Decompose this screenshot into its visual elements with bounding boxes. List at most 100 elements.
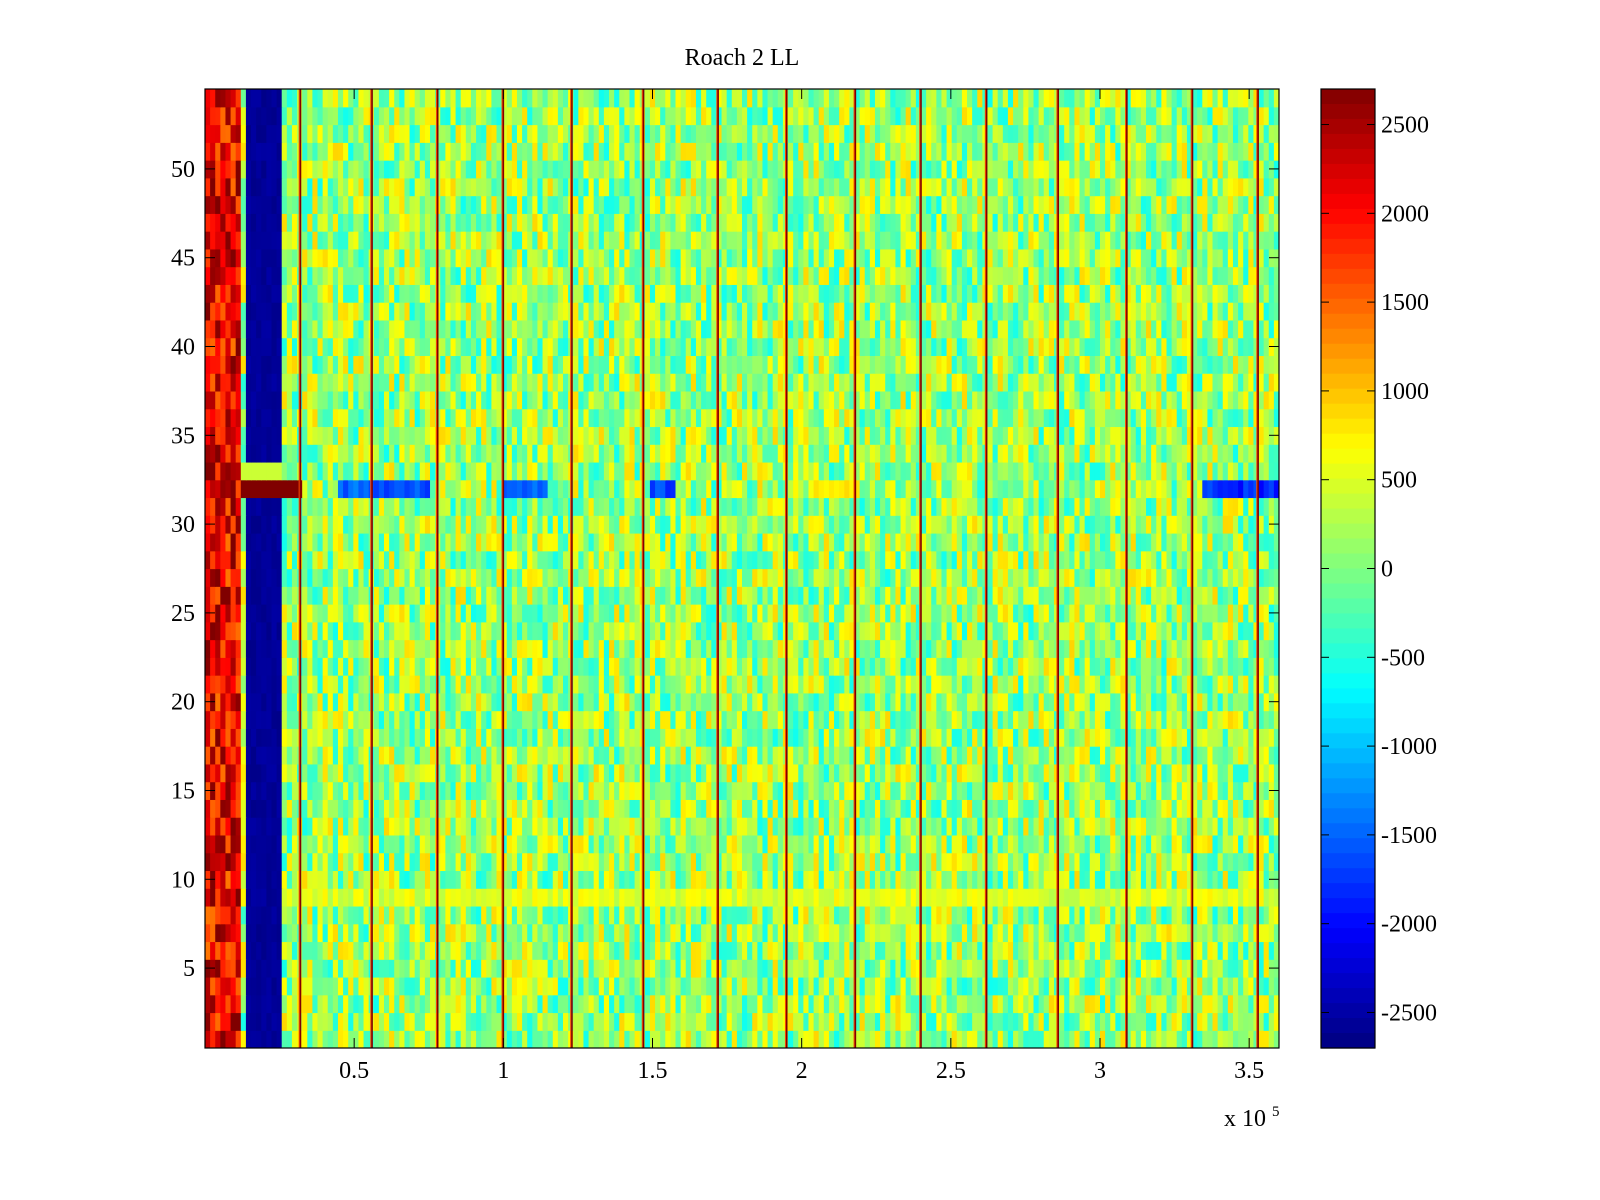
heatmap-cell (1125, 870, 1132, 889)
heatmap-cell (951, 621, 958, 641)
heatmap-cell (353, 976, 360, 996)
heatmap-cell (828, 710, 835, 729)
heatmap-cell (291, 746, 298, 765)
heatmap-cell (1166, 781, 1173, 800)
heatmap-cell (1151, 959, 1157, 978)
heatmap-cell (256, 817, 262, 836)
heatmap-cell (803, 781, 810, 800)
heatmap-cell (470, 852, 477, 872)
heatmap-cell (726, 1030, 733, 1048)
heatmap-cell (1192, 923, 1198, 943)
heatmap-cell (527, 870, 533, 889)
heatmap-cell (675, 923, 682, 943)
heatmap-cell (1263, 728, 1270, 747)
heatmap-cell (721, 976, 728, 996)
heatmap-cell (987, 941, 994, 960)
heatmap-cell (961, 994, 968, 1014)
heatmap-cell (1094, 994, 1101, 1014)
heatmap-cell (910, 639, 917, 658)
heatmap-cell (532, 870, 539, 889)
heatmap-cell (1248, 941, 1255, 960)
heatmap-cell (1130, 710, 1137, 729)
heatmap-cell (460, 976, 467, 996)
heatmap-cell (230, 710, 237, 729)
heatmap-cell (552, 763, 559, 783)
heatmap-cell (992, 781, 999, 800)
heatmap-cell (261, 763, 267, 783)
heatmap-cell (895, 870, 902, 889)
heatmap-cell (1038, 1030, 1045, 1048)
heatmap-cell (205, 710, 211, 729)
heatmap-cell (624, 781, 631, 800)
heatmap-cell (880, 834, 886, 854)
heatmap-cell (885, 888, 891, 907)
heatmap-cell (511, 905, 518, 925)
heatmap-cell (399, 781, 406, 800)
heatmap-cell (1094, 710, 1101, 729)
heatmap-cell (1156, 781, 1162, 800)
heatmap-cell (235, 728, 242, 747)
heatmap-cell (721, 639, 728, 658)
heatmap-cell (557, 799, 564, 818)
heatmap-cell (598, 941, 605, 960)
heatmap-cell (1151, 1030, 1157, 1048)
heatmap-cell (220, 639, 227, 658)
heatmap-cell (389, 941, 395, 960)
heatmap-cell (777, 781, 784, 800)
heatmap-cell (470, 994, 477, 1014)
heatmap-cell (961, 1030, 968, 1048)
heatmap-cell (1258, 657, 1265, 676)
heatmap-cell (772, 852, 779, 872)
heatmap-cell (992, 941, 999, 960)
heatmap-cell (987, 728, 994, 747)
heatmap-cell (261, 959, 267, 978)
heatmap-cell (220, 746, 227, 765)
heatmap-cell (1151, 888, 1157, 907)
heatmap-cell (701, 621, 707, 641)
heatmap-cell (946, 728, 953, 747)
heatmap-cell (1115, 639, 1122, 658)
heatmap-cell (834, 941, 840, 960)
heatmap-cell (1130, 923, 1137, 943)
heatmap-cell (1069, 799, 1076, 818)
heatmap-cell (337, 657, 344, 676)
heatmap-cell (1197, 905, 1203, 925)
heatmap-cell (777, 639, 784, 658)
heatmap-cell (327, 905, 334, 925)
heatmap-cell (527, 852, 533, 872)
heatmap-cell (772, 888, 779, 907)
heatmap-cell (1064, 905, 1070, 925)
heatmap-cell (1130, 639, 1137, 658)
heatmap-cell (1273, 905, 1279, 925)
heatmap-cell (598, 994, 605, 1014)
heatmap-cell (721, 1030, 728, 1048)
heatmap-cell (445, 905, 452, 925)
heatmap-cell (537, 763, 544, 783)
heatmap-cell (317, 675, 324, 694)
heatmap-cell (322, 621, 329, 641)
heatmap-cell (644, 692, 651, 712)
heatmap-cell (1120, 728, 1127, 747)
heatmap-cell (726, 746, 733, 765)
heatmap-cell (261, 728, 267, 747)
heatmap-cell (895, 621, 902, 641)
heatmap-cell (900, 959, 907, 978)
heatmap-cell (885, 728, 891, 747)
heatmap-cell (711, 799, 718, 818)
heatmap-cell (1120, 675, 1127, 694)
heatmap-cell (1161, 799, 1168, 818)
heatmap-cell (731, 692, 738, 712)
heatmap-cell (905, 799, 912, 818)
heatmap-cell (905, 1012, 912, 1031)
heatmap-cell (757, 675, 764, 694)
heatmap-cell (1176, 799, 1183, 818)
heatmap-cell (859, 959, 866, 978)
heatmap-cell (583, 870, 590, 889)
heatmap-cell (261, 852, 267, 872)
heatmap-cell (793, 994, 799, 1014)
heatmap-cell (1238, 763, 1244, 783)
heatmap-cell (1023, 746, 1029, 765)
heatmap-cell (1156, 799, 1162, 818)
heatmap-cell (1115, 852, 1122, 872)
heatmap-cell (251, 852, 257, 872)
